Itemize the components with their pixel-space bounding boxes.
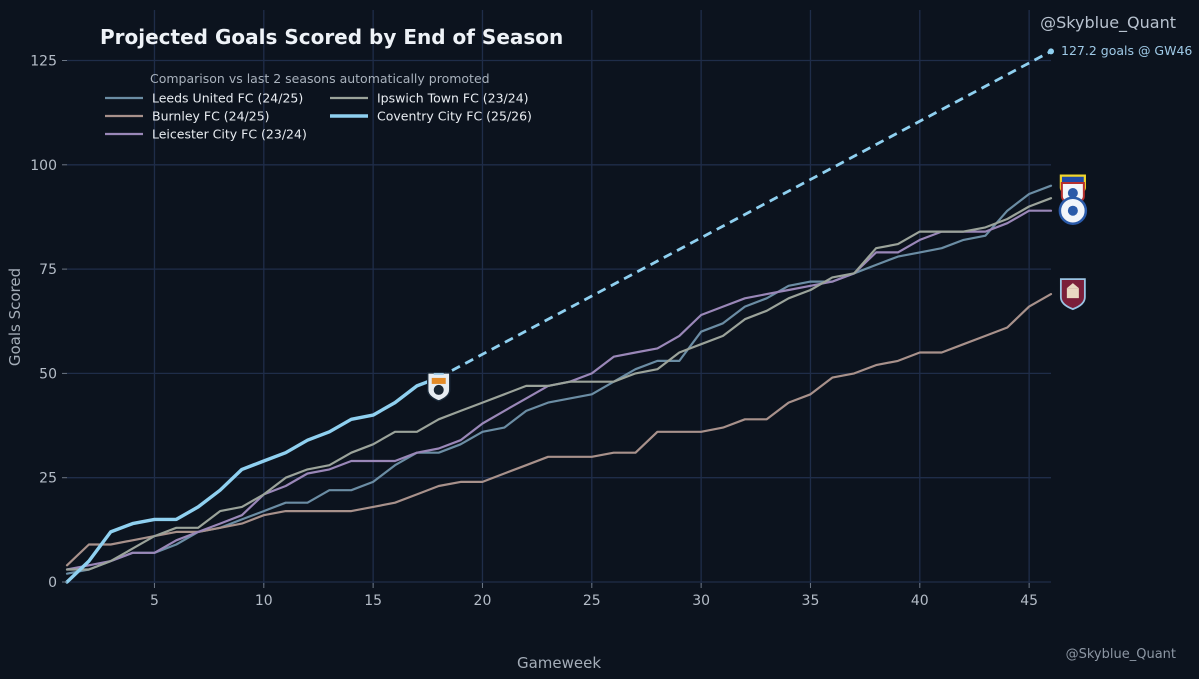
coventry-crest-icon [427, 372, 451, 402]
series-line-leeds-united [65, 184, 1053, 575]
series-line-burnley [65, 293, 1053, 567]
chart-title: Projected Goals Scored by End of Season [100, 25, 563, 49]
y-tick-label: 50 [39, 366, 57, 382]
x-tick-label: 5 [150, 593, 159, 609]
y-tick-label: 100 [30, 158, 57, 174]
projection-endpoint [1048, 48, 1054, 55]
legend-title: Comparison vs last 2 seasons automatical… [150, 71, 490, 86]
x-tick-label: 45 [1020, 593, 1038, 609]
y-tick-label: 25 [39, 471, 57, 487]
legend: Comparison vs last 2 seasons automatical… [105, 71, 532, 142]
series-lines [65, 48, 1054, 584]
x-tick-label: 20 [474, 593, 492, 609]
x-tick-label: 30 [692, 593, 710, 609]
axis-ticks: 5 10 15 20 25 30 35 40 45 0 25 50 75 100 125 [30, 54, 1038, 610]
series-line-coventry-city [65, 375, 441, 584]
legend-item-leicester-city: Leicester City FC (23/24) [152, 127, 307, 142]
legend-item-ipswich-town: Ipswich Town FC (23/24) [377, 91, 529, 106]
legend-item-burnley: Burnley FC (24/25) [152, 109, 270, 124]
x-tick-label: 25 [583, 593, 601, 609]
legend-item-leeds-united: Leeds United FC (24/25) [152, 91, 303, 106]
y-tick-label: 75 [39, 262, 57, 278]
burnley-crest-icon [1059, 278, 1086, 311]
crests [427, 174, 1088, 402]
projection-line [438, 50, 1052, 379]
x-tick-label: 10 [255, 593, 273, 609]
projection-label: 127.2 goals @ GW46 [1061, 43, 1192, 58]
watermark-top: @Skyblue_Quant [1040, 13, 1176, 33]
y-tick-label: 0 [48, 575, 57, 591]
series-line-ipswich-town [65, 197, 1053, 571]
watermark-bottom: @Skyblue_Quant [1066, 647, 1176, 662]
y-axis-label: Goals Scored [6, 268, 24, 366]
legend-item-coventry-city: Coventry City FC (25/26) [377, 109, 532, 124]
x-tick-label: 35 [802, 593, 820, 609]
x-tick-label: 15 [364, 593, 382, 609]
x-axis-label: Gameweek [517, 654, 601, 672]
x-tick-label: 40 [911, 593, 929, 609]
y-tick-label: 125 [30, 54, 57, 70]
leicester-crest-icon [1058, 196, 1088, 225]
